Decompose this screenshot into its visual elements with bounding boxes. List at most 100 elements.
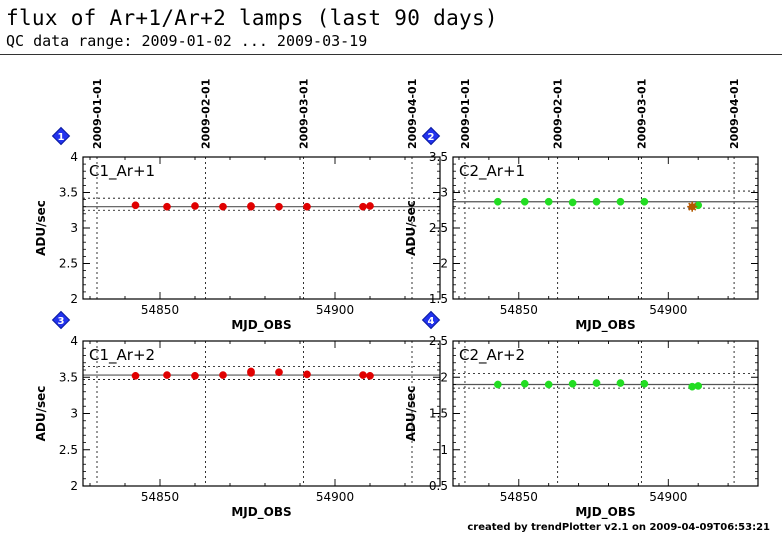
data-point	[544, 197, 553, 206]
data-point	[131, 371, 140, 380]
y-tick-label: 2.5	[59, 257, 78, 271]
date-tick-label: 2009-03-01	[298, 79, 311, 149]
panel-number-badge	[421, 126, 441, 146]
x-tick-label: 54850	[500, 490, 538, 504]
y-axis-label: ADU/sec	[404, 386, 418, 442]
data-point	[163, 371, 171, 379]
plot-panel-1: 2 2.5 3 3.5 4 54850 54900 MJD_OBS ADU/sec C1_Ar+1…	[34, 79, 441, 333]
data-point	[131, 201, 140, 210]
data-point	[275, 368, 283, 377]
x-tick-label: 54900	[316, 303, 354, 317]
data-point	[694, 382, 703, 390]
y-tick-label: 3.5	[429, 150, 448, 164]
panel-number-badge	[421, 310, 441, 330]
date-tick-label: 2009-03-01	[635, 79, 648, 149]
data-point	[359, 202, 367, 211]
title-divider	[0, 54, 782, 55]
y-tick-label: 2.5	[429, 334, 448, 348]
data-point	[616, 197, 625, 206]
footer-credit: created by trendPlotter v2.1 on 2009-04-…	[467, 522, 770, 533]
panel-label: C1_Ar+2	[89, 346, 155, 365]
plot-panel-2: 1.5 2 2.5 3 3.5 54850 54900 MJD_OBS ADU/sec C2_Ar…	[404, 79, 759, 333]
data-point	[494, 197, 502, 206]
data-point	[219, 202, 227, 211]
data-point	[191, 202, 199, 210]
data-point	[592, 197, 601, 206]
y-tick-label: 3.5	[59, 186, 78, 200]
x-tick-label: 54850	[141, 490, 179, 504]
date-tick-label: 2009-01-01	[91, 79, 104, 149]
data-point	[366, 371, 374, 380]
data-point	[494, 380, 502, 389]
data-point	[520, 197, 529, 206]
plot-panel-3: 2 2.5 3 3.5 4 54850 54900 MJD_OBS ADU/sec C1_Ar+2…	[34, 310, 441, 520]
qc-data-range: QC data range: 2009-01-02 ... 2009-03-19	[6, 32, 368, 50]
data-point	[640, 379, 649, 388]
date-tick-label: 2009-02-01	[552, 79, 565, 149]
data-point	[520, 379, 529, 388]
data-point	[247, 367, 255, 376]
panel-number: 2	[428, 132, 435, 143]
data-point	[191, 371, 199, 380]
page-title: flux of Ar+1/Ar+2 lamps (last 90 days)	[6, 6, 498, 30]
data-point	[163, 202, 171, 211]
date-tick-label: 2009-02-01	[200, 79, 213, 149]
y-tick-label: 1.5	[429, 407, 448, 421]
x-tick-label: 54850	[141, 303, 179, 317]
date-tick-label: 2009-04-01	[406, 79, 419, 149]
data-point	[303, 202, 311, 211]
data-point	[568, 379, 577, 388]
panel-label: C2_Ar+2	[459, 346, 525, 365]
y-tick-label: 3	[70, 221, 78, 235]
data-point	[359, 371, 367, 379]
outlier-star-ray	[688, 202, 697, 211]
y-tick-label: 2	[70, 479, 78, 493]
y-tick-label: 2	[440, 257, 448, 271]
x-tick-label: 54900	[316, 490, 354, 504]
y-tick-label: 2	[440, 370, 448, 384]
y-tick-label: 1	[440, 443, 448, 457]
y-tick-label: 2.5	[429, 221, 448, 235]
x-tick-label: 54850	[500, 303, 538, 317]
y-tick-label: 3.5	[59, 370, 78, 384]
data-point	[616, 379, 625, 387]
data-point	[544, 380, 553, 389]
data-point	[592, 379, 601, 387]
x-tick-label: 54900	[649, 490, 687, 504]
x-tick-label: 54900	[649, 303, 687, 317]
plot-panel-4: 0.5 1 1.5 2 2.5 54850 54900 MJD_OBS ADU/sec C2_Ar…	[404, 310, 759, 520]
data-point	[303, 370, 311, 379]
y-tick-label: 4	[70, 150, 78, 164]
data-point	[640, 197, 649, 206]
panel-number-badge	[51, 310, 71, 330]
date-tick-label: 2009-04-01	[728, 79, 741, 149]
data-point	[247, 202, 255, 211]
date-tick-label: 2009-01-01	[459, 79, 472, 149]
panel-number: 4	[428, 316, 435, 327]
y-axis-label: ADU/sec	[404, 200, 418, 256]
panel-label: C1_Ar+1	[89, 162, 155, 181]
data-point	[694, 201, 703, 210]
y-tick-label: 3	[70, 407, 78, 421]
panel-number: 3	[58, 316, 65, 327]
data-point	[366, 202, 374, 210]
data-point	[568, 198, 577, 207]
y-tick-label: 1.5	[429, 292, 448, 306]
panel-label: C2_Ar+1	[459, 162, 525, 181]
y-axis-label: ADU/sec	[34, 386, 48, 442]
y-tick-label: 4	[70, 334, 78, 348]
x-axis-label: MJD_OBS	[575, 318, 635, 333]
y-axis-label: ADU/sec	[34, 200, 48, 256]
data-point	[219, 371, 227, 379]
outlier-point	[687, 201, 698, 212]
x-axis-label: MJD_OBS	[231, 505, 291, 520]
x-axis-label: MJD_OBS	[575, 505, 635, 520]
y-tick-label: 0.5	[429, 479, 448, 493]
panel-number: 1	[58, 132, 65, 143]
y-tick-label: 2	[70, 292, 78, 306]
y-tick-label: 3	[440, 186, 448, 200]
panel-number-badge	[51, 126, 71, 146]
y-tick-label: 2.5	[59, 443, 78, 457]
x-axis-label: MJD_OBS	[231, 318, 291, 333]
